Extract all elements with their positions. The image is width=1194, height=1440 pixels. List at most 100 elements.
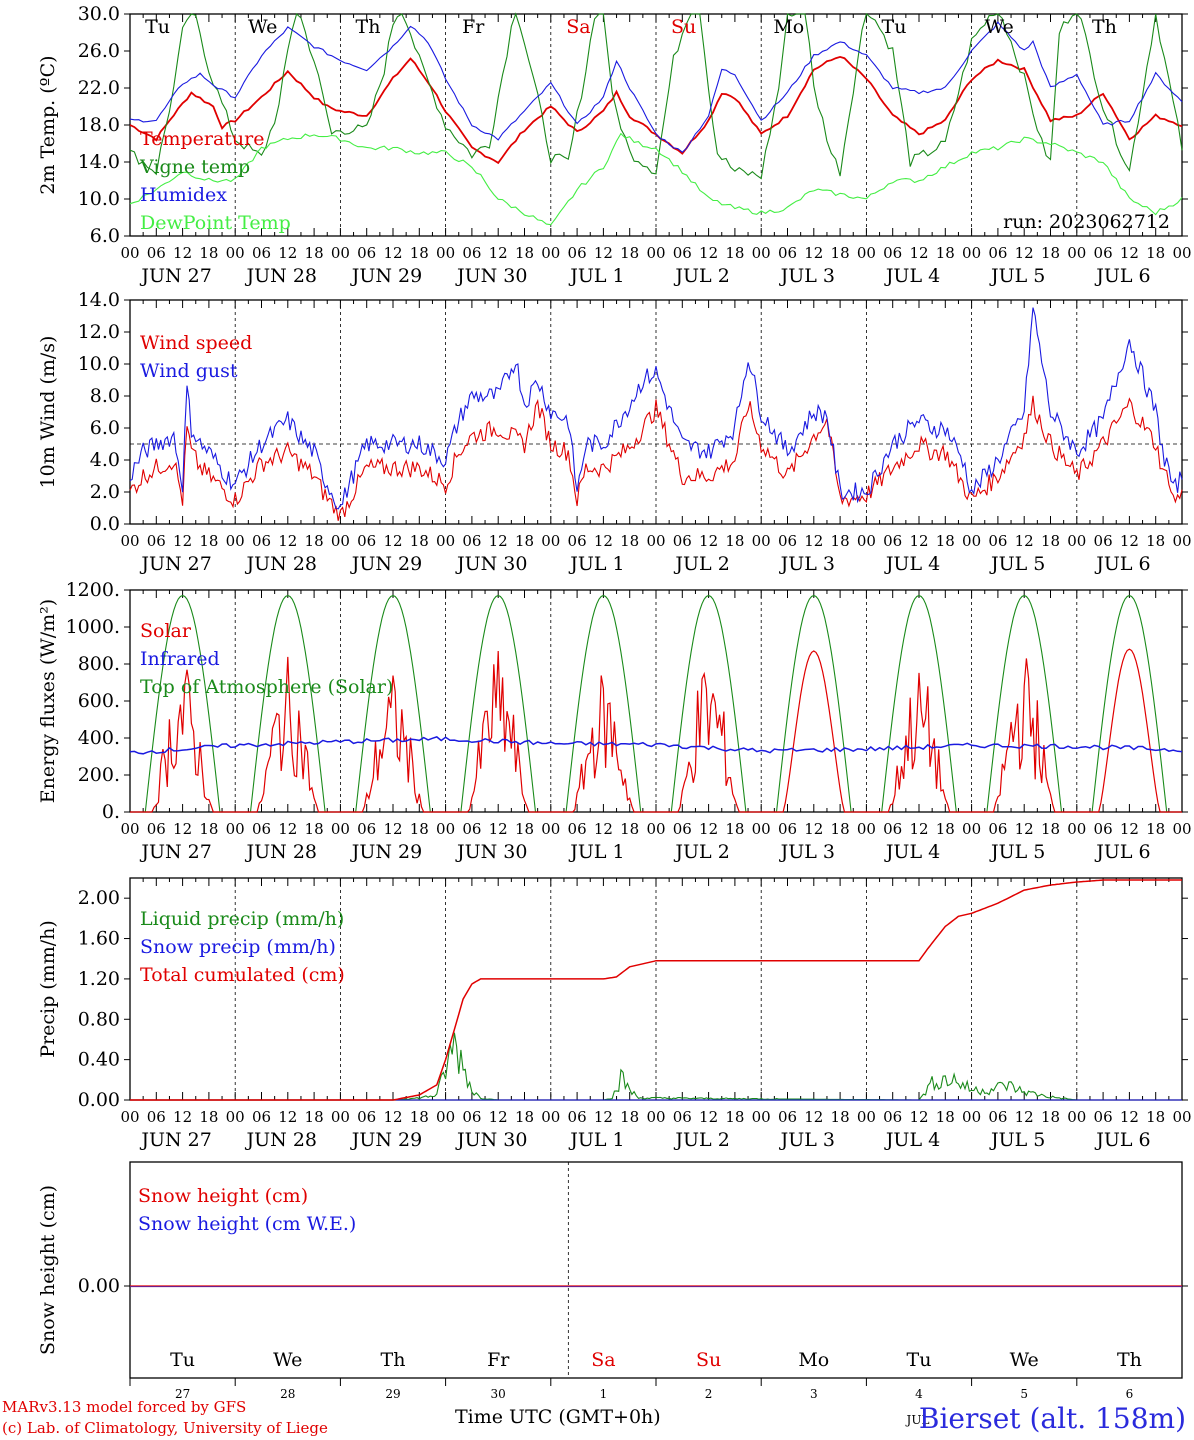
x-hour-label: 12 — [1015, 244, 1034, 262]
x-hour-label: 06 — [1094, 244, 1113, 262]
day-name-bottom: Th — [381, 1349, 406, 1371]
x-hour-label: 12 — [1120, 820, 1139, 838]
x-hour-label: 18 — [1041, 820, 1060, 838]
y-tick-label: 1000. — [66, 616, 120, 638]
x-date-label: JUL 5 — [989, 1129, 1045, 1151]
x-hour-label: 00 — [541, 820, 560, 838]
x-hour-label: 12 — [1015, 1108, 1034, 1126]
day-name-top: Tu — [145, 16, 170, 38]
x-hour-label: 06 — [462, 244, 481, 262]
legend-entry: Infrared — [140, 648, 220, 670]
y-axis-label: Precip (mm/h) — [37, 920, 59, 1058]
y-tick-label: 8.0 — [90, 385, 120, 407]
x-date-label: JUL 6 — [1094, 841, 1150, 863]
x-date-label: JUL 6 — [1094, 265, 1150, 287]
day-name-bottom: Mo — [798, 1349, 829, 1371]
x-hour-label: 18 — [831, 532, 850, 550]
x-hour-label: 12 — [278, 820, 297, 838]
y-tick-label: 0.40 — [78, 1049, 120, 1071]
x-hour-label: 18 — [725, 1108, 744, 1126]
x-date-label: JUL 4 — [884, 1129, 940, 1151]
x-date-label: JUN 27 — [139, 841, 211, 863]
y-tick-label: 14.0 — [78, 151, 120, 173]
x-hour-label: 18 — [305, 820, 324, 838]
x-hour-label: 18 — [620, 532, 639, 550]
x-hour-label: 18 — [1041, 1108, 1060, 1126]
day-name-top: Mo — [773, 16, 804, 38]
x-hour-label: 00 — [1067, 820, 1086, 838]
x-hour-label: 12 — [1015, 820, 1034, 838]
x-hour-label: 00 — [436, 244, 455, 262]
credit-line-1: MARv3.13 model forced by GFS — [2, 1398, 247, 1416]
x-hour-label: 18 — [1146, 820, 1165, 838]
x-hour-label: 06 — [357, 1108, 376, 1126]
x-date-label: JUN 28 — [245, 841, 317, 863]
x-hour-label: 00 — [1067, 1108, 1086, 1126]
x-hour-label: 12 — [699, 820, 718, 838]
x-hour-label: 00 — [226, 244, 245, 262]
x-hour-label: 12 — [173, 532, 192, 550]
x-hour-label: 00 — [752, 1108, 771, 1126]
x-hour-label: 12 — [278, 1108, 297, 1126]
x-hour-label: 06 — [988, 532, 1007, 550]
x-hour-label: 18 — [620, 244, 639, 262]
x-date-label: JUL 1 — [568, 553, 624, 575]
x-hour-label: 18 — [831, 820, 850, 838]
series-line-solar — [130, 648, 1182, 813]
x-hour-label: 06 — [1094, 820, 1113, 838]
x-hour-label: 12 — [909, 244, 928, 262]
y-tick-label: 10.0 — [78, 188, 120, 210]
y-tick-label: 0.00 — [78, 1089, 120, 1111]
x-hour-label: 12 — [383, 820, 402, 838]
day-name-top: Fr — [462, 16, 485, 38]
x-date-label: JUL 5 — [989, 265, 1045, 287]
x-hour-label: 12 — [804, 1108, 823, 1126]
x-hour-label: 00 — [1172, 244, 1191, 262]
legend-entry: Liquid precip (mm/h) — [140, 908, 344, 930]
x-hour-label: 00 — [857, 532, 876, 550]
x-hour-label: 00 — [226, 1108, 245, 1126]
day-name-top: Su — [671, 16, 696, 38]
x-hour-label: 00 — [436, 532, 455, 550]
x-hour-label: 18 — [305, 532, 324, 550]
day-name-bottom: We — [1010, 1349, 1039, 1371]
y-tick-label: 10.0 — [78, 353, 120, 375]
x-hour-label: 00 — [436, 1108, 455, 1126]
x-date-label: JUL 5 — [989, 841, 1045, 863]
x-hour-label: 00 — [752, 244, 771, 262]
x-hour-label: 06 — [462, 820, 481, 838]
day-number: 27 — [175, 1387, 190, 1401]
x-hour-label: 18 — [936, 244, 955, 262]
x-date-label: JUN 27 — [139, 1129, 211, 1151]
x-hour-label: 06 — [673, 820, 692, 838]
x-hour-label: 18 — [199, 532, 218, 550]
day-name-bottom: Tu — [170, 1349, 195, 1371]
x-hour-label: 12 — [278, 532, 297, 550]
x-hour-label: 18 — [410, 820, 429, 838]
x-hour-label: 00 — [857, 244, 876, 262]
x-hour-label: 00 — [1172, 532, 1191, 550]
x-hour-label: 18 — [831, 244, 850, 262]
x-hour-label: 00 — [752, 532, 771, 550]
credit-line-2: (c) Lab. of Climatology, University of L… — [2, 1419, 328, 1437]
x-date-label: JUN 28 — [245, 553, 317, 575]
x-hour-label: 12 — [594, 244, 613, 262]
x-hour-label: 18 — [199, 1108, 218, 1126]
x-hour-label: 06 — [1094, 532, 1113, 550]
x-hour-label: 06 — [1094, 1108, 1113, 1126]
x-hour-label: 12 — [173, 820, 192, 838]
x-hour-label: 18 — [725, 532, 744, 550]
day-name-top: Th — [356, 16, 381, 38]
x-hour-label: 12 — [489, 532, 508, 550]
x-date-label: JUL 4 — [884, 841, 940, 863]
legend-entry: Wind speed — [140, 332, 252, 354]
y-tick-label: 0. — [102, 801, 120, 823]
y-tick-label: 22.0 — [78, 77, 120, 99]
x-hour-label: 12 — [383, 532, 402, 550]
x-hour-label: 06 — [252, 532, 271, 550]
legend-entry: Snow height (cm) — [138, 1185, 308, 1207]
legend-entry: DewPoint Temp — [140, 212, 291, 234]
x-hour-label: 18 — [1041, 244, 1060, 262]
x-hour-label: 06 — [357, 532, 376, 550]
x-hour-label: 12 — [1120, 1108, 1139, 1126]
